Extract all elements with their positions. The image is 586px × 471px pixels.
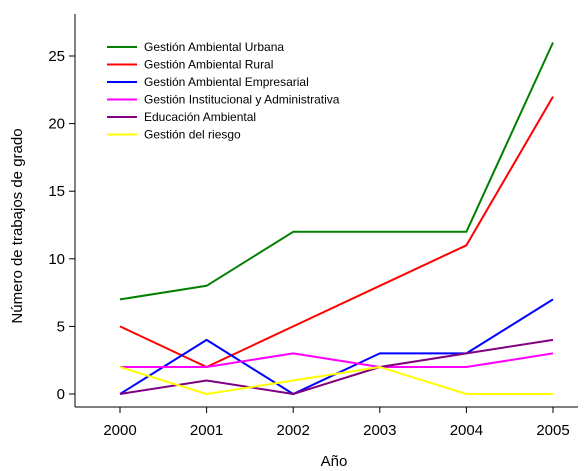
series-line-4: [120, 352, 554, 368]
y-tick-label: 5: [57, 318, 65, 335]
tick-marks: 0 5 10 15 20 25 2000 2001 2002 2003 2004 2005: [48, 48, 569, 439]
legend-label: Gestión Ambiental Empresarial: [144, 75, 309, 89]
x-tick-label: 2003: [363, 422, 396, 439]
series-line-1: [119, 42, 554, 301]
x-tick-label: 2004: [450, 422, 483, 439]
series-lines: [119, 42, 554, 395]
legend-item: Gestión Ambiental Empresarial: [107, 75, 309, 89]
y-tick-label: 0: [57, 386, 65, 403]
x-tick-label: 2005: [536, 422, 569, 439]
series-line-6: [119, 366, 553, 395]
x-tick-label: 2002: [277, 422, 310, 439]
x-tick-label: 2001: [190, 422, 223, 439]
axes: [74, 14, 578, 408]
legend-label: Gestión del riesgo: [144, 128, 241, 142]
legend: Gestión Ambiental Urbana Gestión Ambienta…: [107, 40, 340, 142]
y-axis-title: Número de trabajos de grado: [9, 128, 26, 323]
x-axis-title: Año: [321, 453, 348, 470]
legend-item: Gestión del riesgo: [107, 128, 241, 142]
y-tick-label: 10: [48, 251, 65, 268]
legend-label: Gestión Ambiental Rural: [144, 58, 273, 72]
legend-label: Gestión Institucional y Administrativa: [144, 93, 340, 107]
legend-item: Gestión Ambiental Rural: [107, 58, 273, 72]
y-tick-label: 15: [48, 183, 65, 200]
legend-label: Gestión Ambiental Urbana: [144, 40, 284, 54]
x-tick-label: 2000: [103, 422, 136, 439]
y-tick-label: 20: [48, 116, 65, 133]
series-line-5: [119, 338, 554, 395]
series-line-2: [119, 96, 554, 368]
legend-label: Educación Ambiental: [144, 110, 256, 124]
legend-item: Gestión Ambiental Urbana: [107, 40, 284, 54]
legend-item: Gestión Institucional y Administrativa: [107, 93, 340, 107]
y-tick-label: 25: [48, 48, 65, 65]
legend-item: Educación Ambiental: [107, 110, 256, 124]
